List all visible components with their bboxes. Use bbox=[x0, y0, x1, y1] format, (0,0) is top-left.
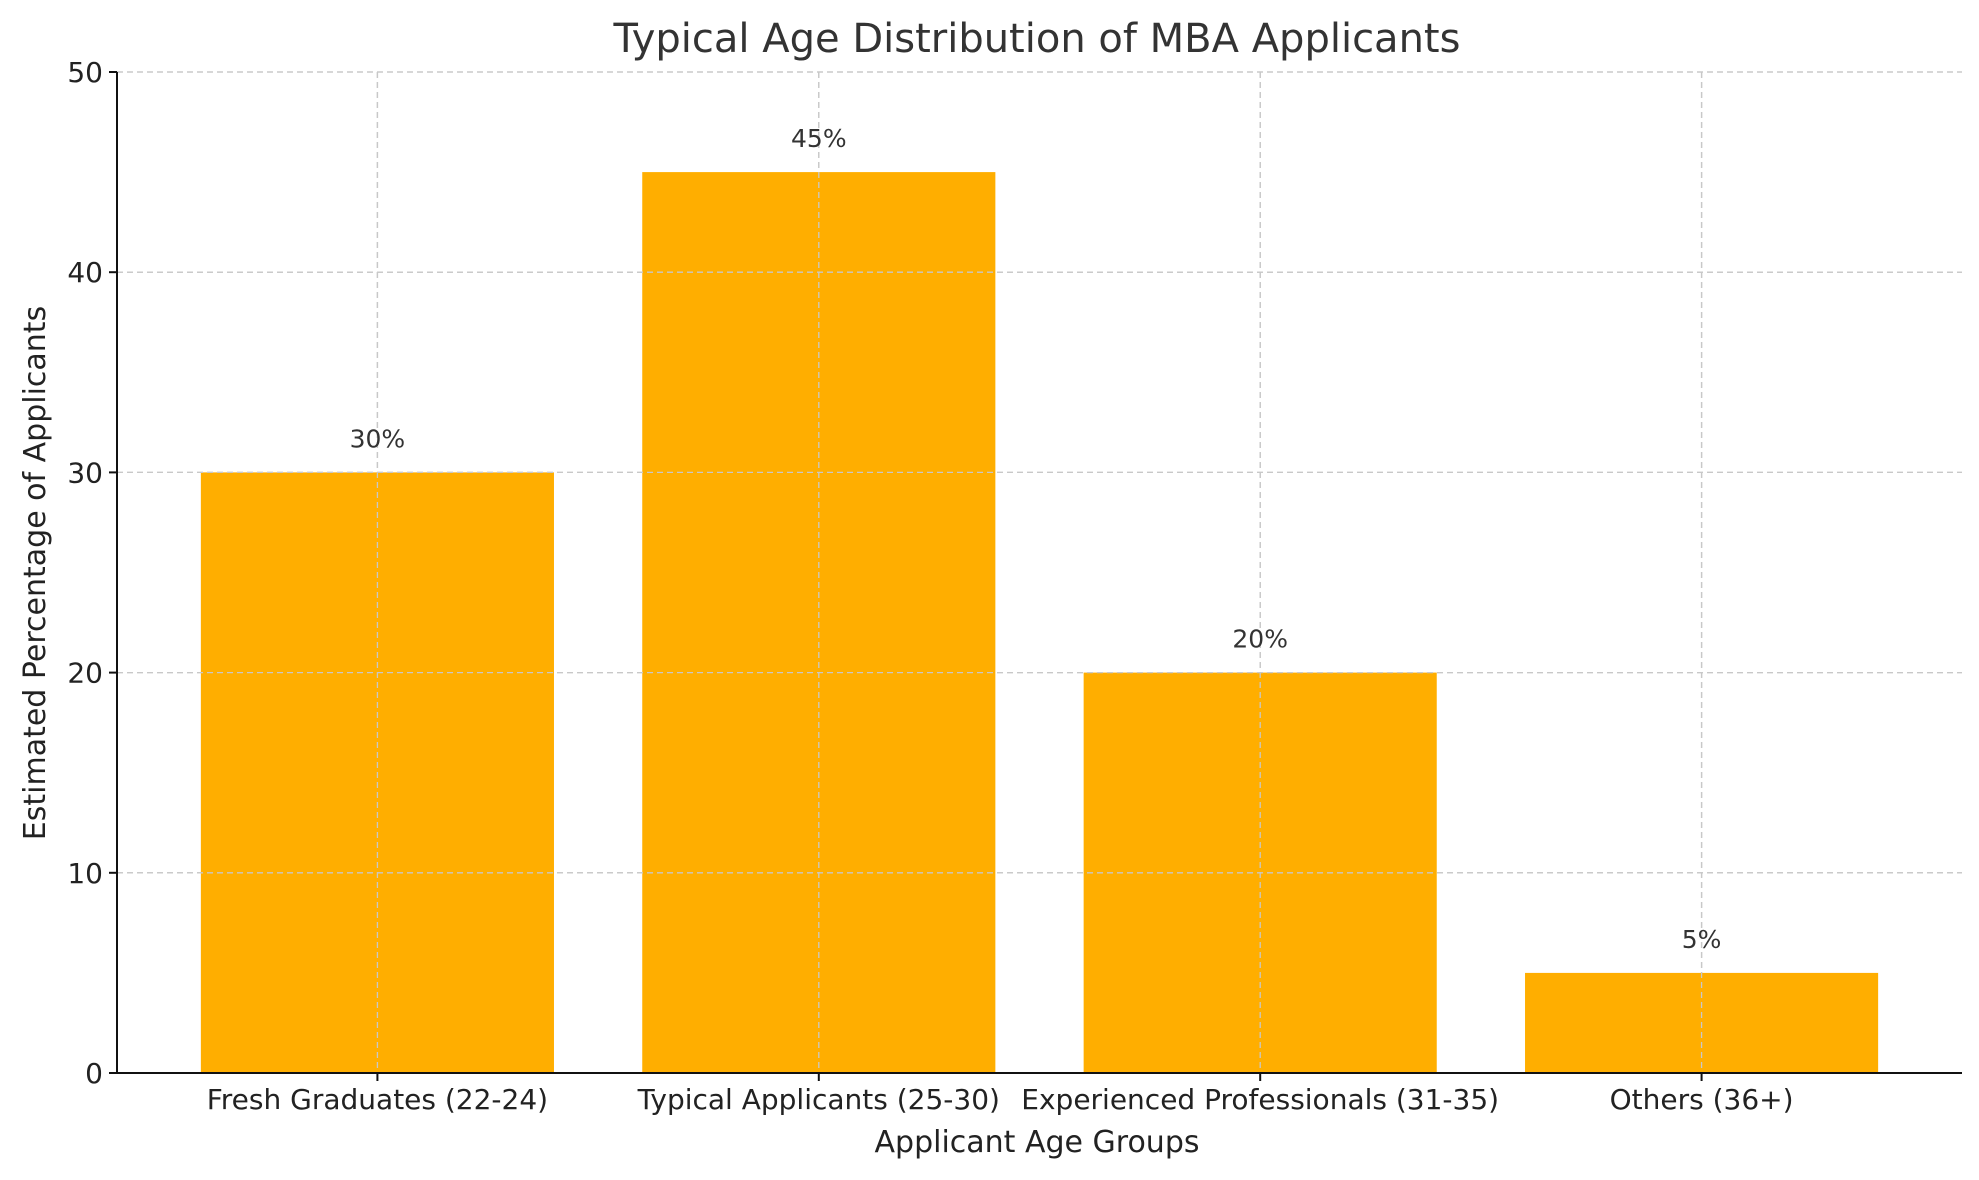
x-tick-label: Fresh Graduates (22-24) bbox=[207, 1083, 548, 1116]
chart-title: Typical Age Distribution of MBA Applican… bbox=[613, 16, 1461, 62]
data-label: 45% bbox=[791, 124, 847, 153]
x-axis-label: Applicant Age Groups bbox=[875, 1125, 1200, 1160]
y-tick-label: 20 bbox=[67, 657, 103, 690]
x-tick-label: Typical Applicants (25-30) bbox=[637, 1083, 1000, 1116]
y-tick-label: 30 bbox=[67, 456, 103, 489]
labels-layer: 0 10 20 30 40 50 Fresh Graduates (22-24) Typica… bbox=[67, 56, 1793, 1116]
y-axis-label: Estimated Percentage of Applicants bbox=[18, 306, 53, 840]
x-tick-label: Others (36+) bbox=[1610, 1083, 1794, 1116]
data-label: 5% bbox=[1682, 925, 1722, 954]
axes-layer bbox=[109, 71, 1962, 1081]
y-tick-label: 0 bbox=[85, 1057, 103, 1090]
data-label: 20% bbox=[1232, 625, 1288, 654]
data-label: 30% bbox=[350, 424, 406, 453]
x-tick-label: Experienced Professionals (31-35) bbox=[1021, 1083, 1499, 1116]
bars-layer bbox=[117, 71, 1962, 1074]
y-tick-label: 10 bbox=[67, 857, 103, 890]
y-tick-label: 40 bbox=[67, 256, 103, 289]
y-tick-label: 50 bbox=[67, 56, 103, 89]
